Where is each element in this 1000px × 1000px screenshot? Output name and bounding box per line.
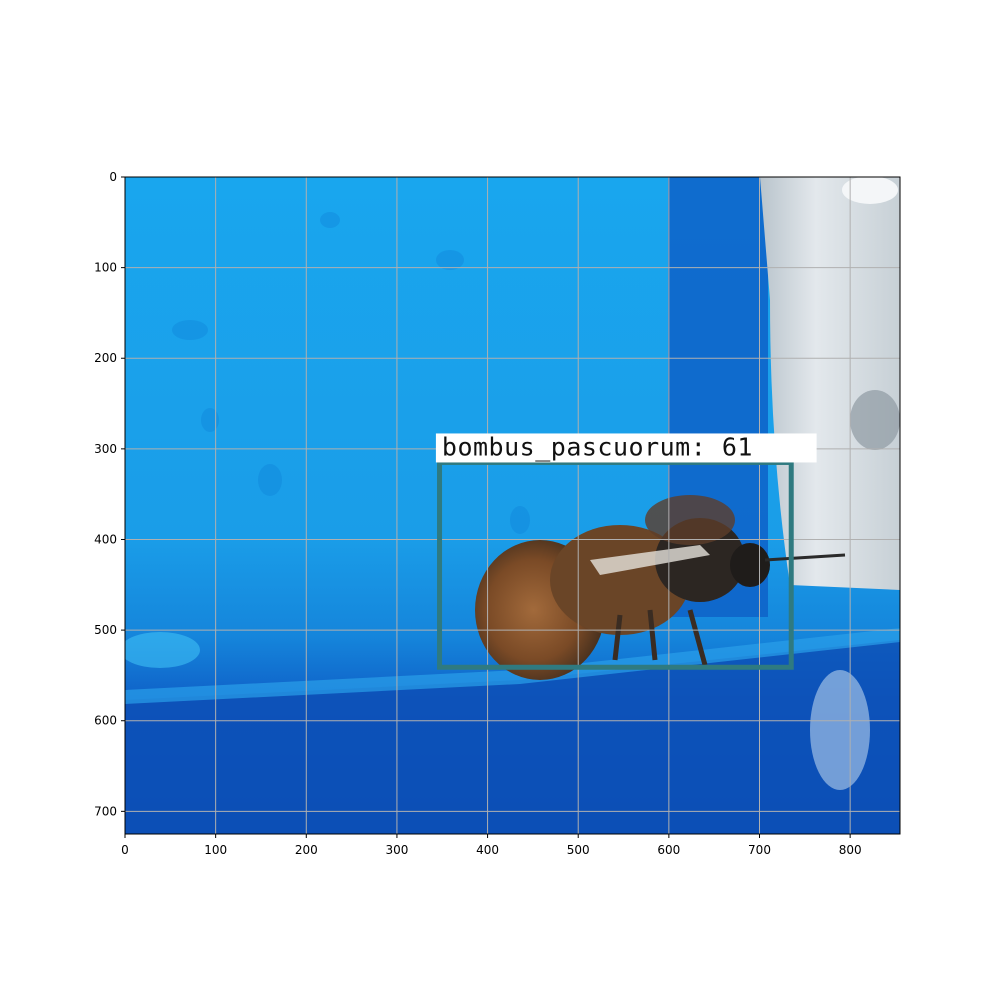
x-tick-label: 800 (839, 843, 862, 857)
bee (475, 495, 846, 680)
x-tick-label: 300 (385, 843, 408, 857)
x-tick-label: 400 (476, 843, 499, 857)
detection-label: bombus_pascuorum: 61 (442, 432, 753, 461)
detection-label-band (435, 433, 817, 463)
y-axis: 0 100 200 300 400 500 600 700 (94, 170, 125, 818)
y-tick-label: 400 (94, 532, 117, 546)
x-tick-label: 0 (121, 843, 129, 857)
y-tick-label: 200 (94, 351, 117, 365)
y-tick-label: 600 (94, 714, 117, 728)
x-tick-label: 600 (657, 843, 680, 857)
y-tick-label: 500 (94, 623, 117, 637)
y-tick-label: 100 (94, 261, 117, 275)
x-tick-label: 700 (748, 843, 771, 857)
y-tick-label: 700 (94, 804, 117, 818)
y-tick-label: 300 (94, 442, 117, 456)
y-tick-label: 0 (109, 170, 117, 184)
x-tick-label: 500 (567, 843, 590, 857)
axes-frame (124, 176, 901, 835)
x-axis: 0 100 200 300 400 500 600 700 800 (121, 834, 862, 857)
x-tick-label: 200 (295, 843, 318, 857)
photo (125, 177, 900, 834)
x-tick-label: 100 (204, 843, 227, 857)
